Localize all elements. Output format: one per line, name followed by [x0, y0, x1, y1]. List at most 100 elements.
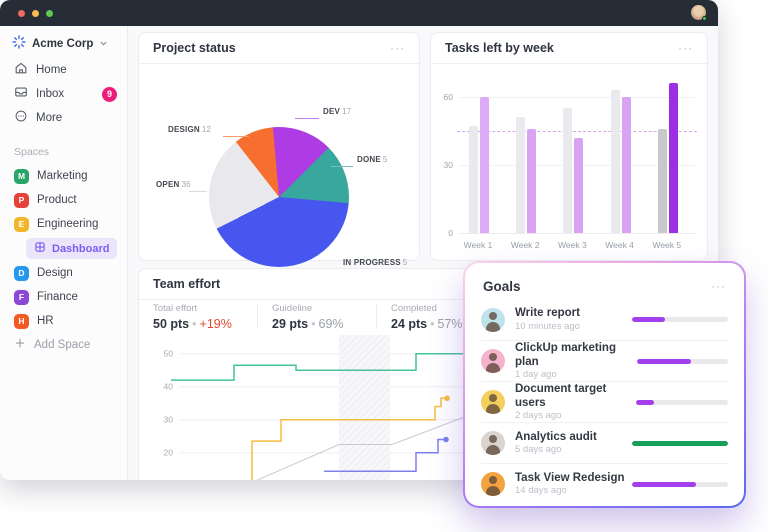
x-axis-label: Week 5 [652, 240, 682, 250]
close-window-icon[interactable] [18, 9, 25, 17]
dot-separator: • [430, 317, 435, 331]
goal-row[interactable]: Document target users 2 days ago [481, 381, 728, 422]
sidebar-item-label: More [36, 112, 63, 124]
line-end-dot [443, 436, 449, 443]
bar-tasks-left [480, 96, 489, 233]
space-initial-icon: E [14, 216, 29, 232]
sidebar-item-label: Finance [37, 291, 78, 303]
title-bar [0, 0, 718, 26]
project-status-title: Project status [153, 41, 236, 55]
slice-name: DONE [357, 155, 381, 164]
goal-progress-fill [632, 440, 728, 446]
slice-name: IN PROGRESS [343, 258, 401, 267]
goal-progress-fill [636, 358, 692, 364]
sidebar-item-product[interactable]: P Product [0, 188, 127, 212]
gridline [459, 96, 695, 98]
y-axis-tick: 30 [443, 159, 453, 170]
goal-name: Task View Redesign [515, 471, 625, 484]
goal-avatar [481, 349, 505, 373]
goal-name: ClickUp marketing plan [515, 341, 616, 369]
sidebar-item-label: Dashboard [52, 242, 110, 255]
team-effort-stats: Total effort 50 pts • +19% Guideline 29 pts • 6… [139, 303, 707, 331]
team-effort-title: Team effort [153, 277, 221, 291]
goal-text: Analytics audit 5 days ago [515, 430, 597, 456]
line-end-dot [444, 395, 450, 402]
sidebar-item-engineering[interactable]: E Engineering [0, 212, 127, 236]
slice-name: OPEN [156, 180, 180, 189]
stats-separator [257, 305, 258, 329]
goal-row[interactable]: Analytics audit 5 days ago [481, 422, 728, 463]
sidebar-item-home[interactable]: Home [0, 58, 127, 82]
goal-timestamp: 14 days ago [515, 485, 567, 497]
workspace-switcher[interactable]: Acme Corp [0, 30, 127, 58]
svg-text:20: 20 [164, 448, 174, 458]
add-space-button[interactable]: Add Space [0, 333, 127, 357]
inbox-badge: 9 [102, 86, 117, 102]
bar-baseline [516, 117, 526, 233]
sidebar-item-design[interactable]: D Design [0, 261, 127, 285]
sidebar-item-marketing[interactable]: M Marketing [0, 164, 127, 188]
guideline-dashed [457, 130, 697, 132]
y-axis-tick: 0 [448, 228, 453, 238]
more-menu-icon[interactable] [390, 42, 405, 54]
y-axis-tick: 60 [443, 91, 453, 102]
dashboard-icon [34, 240, 46, 258]
leader-line [223, 136, 249, 137]
minimize-window-icon[interactable] [32, 9, 39, 17]
tasks-left-title: Tasks left by week [445, 41, 554, 55]
slice-value: 12 [201, 125, 212, 134]
sidebar-item-hr[interactable]: H HR [0, 309, 127, 333]
user-avatar[interactable] [691, 5, 707, 21]
goal-progress-fill [635, 399, 655, 405]
goal-row[interactable]: Task View Redesign 14 days ago [481, 463, 728, 504]
sidebar-item-more[interactable]: More [0, 106, 127, 130]
zoom-window-icon[interactable] [46, 9, 53, 17]
bar-baseline [657, 128, 667, 233]
svg-text:30: 30 [164, 415, 174, 425]
bar-baseline [563, 108, 573, 233]
bar-baseline [469, 126, 478, 233]
inbox-icon [14, 85, 28, 104]
slice-value: 17 [342, 107, 352, 116]
stat-guideline: Guideline 29 pts • 69% [258, 303, 376, 331]
goal-avatar [481, 307, 505, 332]
x-axis-label: Week 4 [605, 240, 634, 250]
goal-text: Write report 10 minutes ago [515, 306, 580, 332]
svg-text:50: 50 [164, 349, 174, 359]
goal-progress-track [632, 481, 728, 487]
goal-timestamp: 10 minutes ago [515, 320, 580, 332]
sidebar-item-dashboard[interactable]: Dashboard [26, 238, 117, 259]
goal-progress-track [635, 399, 728, 405]
goal-timestamp: 2 days ago [515, 410, 562, 422]
slice-name: DEV [323, 107, 341, 116]
line-completed [324, 438, 446, 472]
sidebar-item-finance[interactable]: F Finance [0, 285, 127, 309]
stat-delta: 57% [437, 317, 463, 331]
goal-row[interactable]: ClickUp marketing plan 1 day ago [481, 340, 728, 381]
pie-slice-label: DEV 17 [323, 107, 351, 116]
home-icon [14, 61, 28, 80]
goals-title: Goals [483, 278, 521, 294]
stats-separator [376, 305, 377, 329]
pie-slice-label: DONE 5 [357, 155, 388, 164]
more-menu-icon[interactable] [711, 280, 726, 292]
space-initial-icon: D [14, 265, 29, 281]
svg-text:40: 40 [164, 382, 174, 392]
slice-name: DESIGN [168, 125, 200, 134]
sidebar-item-label: Design [37, 267, 73, 279]
goal-progress-track [632, 440, 728, 446]
sidebar-item-label: Product [37, 194, 77, 206]
goal-avatar [481, 472, 505, 496]
pie-slice-label: IN PROGRESS 5 [343, 258, 407, 267]
project-status-chart: DEV 17 DONE 5 IN PROGRESS 5 OPEN 36 DESIGN 12 [139, 64, 419, 270]
spaces-list: M Marketing P Product E Engineering Dashboard D… [0, 164, 127, 333]
goal-timestamp: 5 days ago [515, 444, 562, 456]
space-initial-icon: H [14, 313, 29, 329]
goal-row[interactable]: Write report 10 minutes ago [481, 299, 728, 340]
slice-value: 5 [402, 258, 408, 267]
sidebar-item-inbox[interactable]: Inbox 9 [0, 82, 127, 106]
bar-tasks-left [527, 128, 537, 233]
stat-delta: +19% [199, 317, 232, 331]
pie-slice-label: OPEN 36 [156, 180, 191, 189]
more-menu-icon[interactable] [678, 42, 693, 54]
